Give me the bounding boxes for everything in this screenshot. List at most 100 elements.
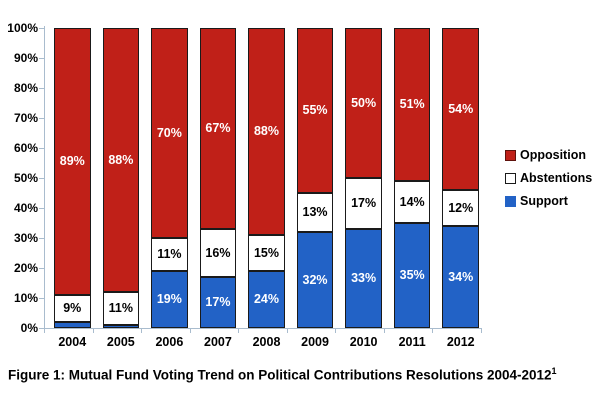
x-axis-label-2010: 2010	[349, 335, 378, 349]
x-axis-tick	[383, 328, 385, 333]
legend-label: Abstentions	[520, 171, 593, 185]
bar-segment-support-2009: 32%	[296, 232, 334, 328]
legend-label: Opposition	[520, 148, 586, 162]
bar-segment-label: 9%	[63, 301, 82, 316]
bar-segment-support-2006: 19%	[151, 271, 188, 328]
legend-item-support: Support	[505, 194, 592, 208]
bar-segment-opposition-2010: 50%	[345, 28, 382, 178]
x-axis-tick	[44, 328, 45, 333]
y-axis-tick-label: 60%	[13, 141, 38, 155]
bar-segment-abstentions-2005: 11%	[102, 292, 140, 325]
bar-segment-support-2005	[102, 325, 140, 328]
x-axis-tick	[335, 328, 337, 333]
x-axis-tick	[141, 328, 143, 333]
x-axis-tick	[189, 328, 191, 333]
bar-segment-support-2010: 33%	[345, 229, 382, 328]
bar-segment-opposition-2007: 67%	[199, 28, 237, 229]
bar-column-2009: 32% 13% 55%	[296, 28, 334, 328]
x-axis-label-2004: 2004	[58, 335, 87, 349]
figure-caption: Figure 1: Mutual Fund Voting Trend on Po…	[8, 366, 592, 383]
y-axis-tick	[39, 268, 45, 269]
legend-item-opposition: Opposition	[505, 148, 592, 162]
y-axis-tick-label: 50%	[13, 171, 38, 185]
legend-swatch-abstentions	[505, 172, 516, 184]
bar-segment-label: 13%	[302, 205, 328, 220]
bar-segment-label: 17%	[205, 295, 231, 310]
bar-segment-abstentions-2008: 15%	[248, 235, 285, 271]
bar-segment-label: 88%	[108, 152, 134, 167]
y-axis-tick	[39, 118, 45, 119]
bar-segment-label: 88%	[253, 124, 280, 139]
y-axis-tick-label: 80%	[13, 81, 38, 95]
x-axis-line	[44, 328, 482, 329]
y-axis-tick-label: 90%	[13, 51, 38, 65]
bar-segment-label: 19%	[156, 292, 182, 307]
y-axis-tick	[39, 148, 45, 149]
figure-caption-text: Figure 1: Mutual Fund Voting Trend on Po…	[8, 367, 552, 383]
x-axis-tick	[286, 328, 288, 333]
bar-segment-label: 67%	[205, 121, 231, 136]
x-axis-label-2006: 2006	[155, 335, 184, 349]
bar-segment-opposition-2009: 55%	[296, 28, 334, 193]
y-axis-tick	[39, 28, 45, 29]
bar-segment-label: 51%	[399, 97, 425, 112]
legend-swatch-support	[505, 195, 516, 207]
bar-segment-label: 17%	[351, 196, 377, 211]
y-axis-tick-label: 70%	[13, 111, 38, 125]
bar-column-2008: 24% 15% 88%	[248, 28, 285, 328]
y-axis-tick	[39, 58, 45, 59]
y-axis-tick	[39, 178, 45, 179]
x-axis-tick	[432, 328, 434, 333]
bar-segment-label: 15%	[253, 245, 280, 260]
y-axis-tick-label: 40%	[13, 201, 38, 215]
bar-segment-label: 11%	[157, 247, 182, 262]
bar-segment-opposition-2006: 70%	[151, 28, 188, 238]
bar-column-2006: 19% 11% 70%	[151, 28, 188, 328]
bar-segment-label: 16%	[205, 245, 231, 260]
bar-column-2004: 9% 89%	[54, 28, 91, 328]
figure-caption-footnote-marker: 1	[551, 366, 557, 376]
bar-column-2011: 35% 14% 51%	[393, 28, 431, 328]
x-axis-label-2012: 2012	[446, 335, 475, 349]
bar-segment-label: 24%	[253, 292, 280, 307]
bar-segment-opposition-2012: 54%	[442, 28, 479, 190]
bar-segment-support-2004	[54, 322, 91, 328]
bar-segment-label: 32%	[302, 272, 328, 287]
y-axis-line	[44, 26, 45, 328]
x-axis-tick	[481, 328, 482, 333]
x-axis-label-2008: 2008	[252, 335, 281, 349]
legend-swatch-opposition	[505, 149, 516, 161]
bar-segment-abstentions-2011: 14%	[393, 181, 431, 223]
bar-segment-opposition-2011: 51%	[393, 28, 431, 181]
legend-item-abstentions: Abstentions	[505, 171, 592, 185]
y-axis-tick	[39, 88, 45, 89]
bar-segment-support-2007: 17%	[199, 277, 237, 328]
bar-segment-support-2008: 24%	[248, 271, 285, 328]
y-axis-tick	[39, 208, 45, 209]
bar-column-2012: 34% 12% 54%	[442, 28, 479, 328]
bar-column-2005: 11% 88%	[102, 28, 140, 328]
bar-segment-label: 12%	[448, 200, 474, 215]
bar-segment-abstentions-2006: 11%	[151, 238, 188, 271]
bar-segment-label: 14%	[399, 194, 425, 209]
bar-segment-label: 11%	[108, 301, 133, 316]
legend-label: Support	[520, 194, 568, 208]
y-axis-tick-label: 100%	[7, 21, 38, 35]
bar-segment-label: 54%	[448, 101, 474, 116]
x-axis-tick	[238, 328, 240, 333]
y-axis-tick	[39, 238, 45, 239]
bar-segment-opposition-2008: 88%	[248, 28, 285, 235]
bar-segment-abstentions-2009: 13%	[296, 193, 334, 232]
bar-segment-abstentions-2007: 16%	[199, 229, 237, 277]
bar-column-2007: 17% 16% 67%	[199, 28, 237, 328]
bar-segment-label: 70%	[156, 125, 182, 140]
bar-segment-label: 89%	[59, 154, 85, 169]
bar-segment-abstentions-2010: 17%	[345, 178, 382, 229]
bar-column-2010: 33% 17% 50%	[345, 28, 382, 328]
bar-segment-label: 34%	[448, 269, 474, 284]
x-axis-label-2011: 2011	[398, 335, 426, 349]
bar-segment-opposition-2004: 89%	[54, 28, 91, 295]
y-axis-tick	[39, 328, 45, 329]
x-axis-label-2007: 2007	[204, 335, 232, 349]
